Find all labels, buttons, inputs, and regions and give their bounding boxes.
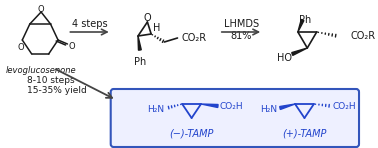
Polygon shape (298, 19, 304, 32)
Text: H₂N: H₂N (260, 104, 277, 114)
Text: O: O (69, 41, 76, 50)
Text: LHMDS: LHMDS (224, 19, 259, 29)
Text: Ph: Ph (299, 15, 311, 25)
Text: O: O (17, 42, 24, 52)
Text: CO₂R: CO₂R (350, 31, 376, 41)
Text: CO₂H: CO₂H (219, 102, 243, 111)
Polygon shape (292, 48, 307, 55)
Polygon shape (280, 104, 295, 110)
Polygon shape (201, 104, 218, 107)
Text: 8-10 steps: 8-10 steps (27, 75, 74, 85)
Text: H: H (153, 23, 161, 33)
Text: (+)-TAMP: (+)-TAMP (282, 129, 327, 139)
Text: O: O (144, 13, 151, 23)
Polygon shape (138, 36, 141, 50)
Text: O: O (38, 4, 45, 13)
Text: (−)-TAMP: (−)-TAMP (169, 129, 214, 139)
Text: CO₂H: CO₂H (332, 102, 356, 111)
Text: HO: HO (277, 53, 292, 63)
FancyBboxPatch shape (111, 89, 359, 147)
Text: 4 steps: 4 steps (72, 19, 108, 29)
Text: 81%: 81% (231, 31, 252, 41)
Text: levoglucosenone: levoglucosenone (6, 66, 76, 75)
Text: H₂N: H₂N (147, 104, 164, 114)
Text: Ph: Ph (134, 57, 146, 67)
Text: 15-35% yield: 15-35% yield (27, 86, 87, 95)
Text: CO₂R: CO₂R (182, 33, 207, 43)
